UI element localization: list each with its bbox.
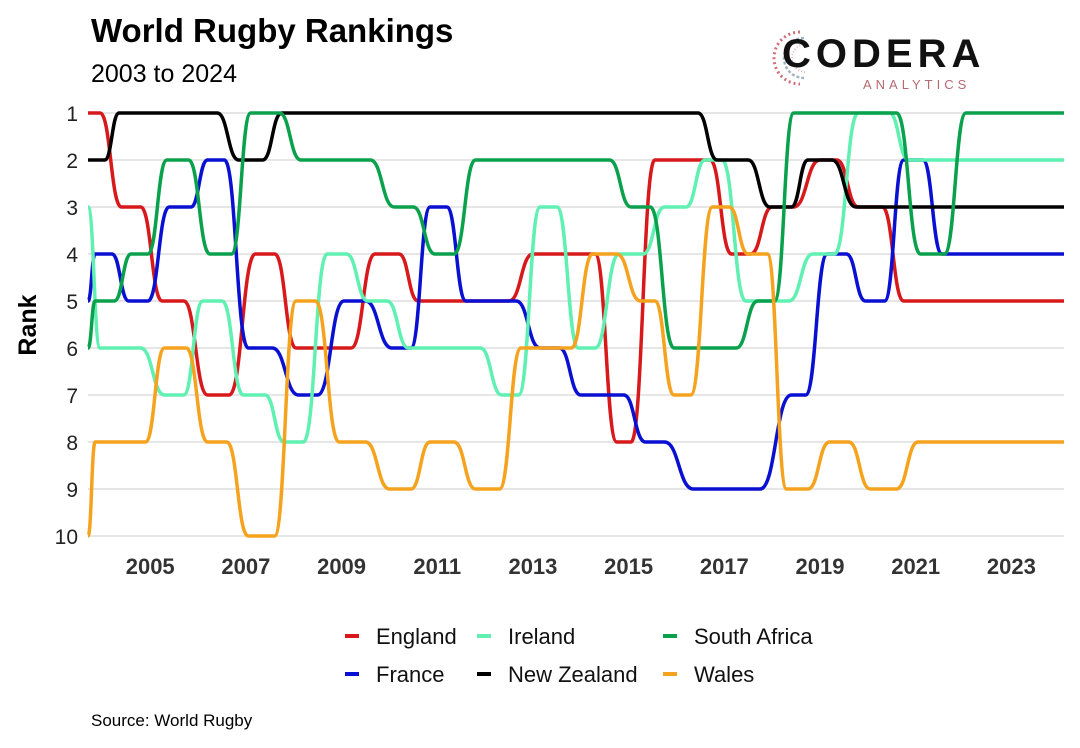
series-line-ireland	[86, 111, 1064, 444]
x-tick-labels: 2005 2007 2009 2011 2013 2015 2017 2019 2021 2023	[126, 554, 1036, 579]
x-tick-label: 2021	[891, 554, 940, 579]
legend-label: France	[376, 662, 444, 687]
y-tick-label: 7	[66, 385, 78, 408]
rankings-chart: 1 2 3 4 5 6 7 8 9 10 2005 2007 2009 2011 2013 2015 2017…	[14, 103, 1064, 687]
source-note: Source: World Rugby	[91, 711, 253, 730]
legend-label: Wales	[694, 662, 754, 687]
x-tick-label: 2011	[413, 554, 461, 579]
y-tick-labels: 1 2 3 4 5 6 7 8 9 10	[55, 103, 79, 549]
legend-label: New Zealand	[508, 662, 638, 687]
codera-logo: CODERA ANALYTICS	[760, 18, 985, 98]
logo-wordmark: CODERA	[782, 32, 986, 76]
x-tick-label: 2009	[317, 554, 366, 579]
y-tick-label: 8	[66, 432, 78, 455]
series-line-england	[88, 111, 1064, 444]
series-line-wales	[86, 205, 1064, 538]
x-tick-label: 2015	[604, 554, 653, 579]
logo-mark-icon	[772, 30, 807, 86]
chart-subtitle: 2003 to 2024	[91, 60, 237, 88]
y-tick-label: 6	[66, 338, 78, 361]
series-line-france	[86, 158, 1064, 491]
y-tick-label: 2	[66, 150, 78, 173]
y-tick-label: 5	[66, 291, 78, 314]
series-line-south-africa	[86, 111, 1064, 350]
x-tick-label: 2019	[796, 554, 845, 579]
chart-title: World Rugby Rankings	[91, 12, 454, 49]
legend-label: South Africa	[694, 624, 813, 649]
legend-label: England	[376, 624, 457, 649]
series-lines	[86, 111, 1064, 538]
legend: England France Ireland New Zealand South Afr…	[345, 624, 813, 687]
y-tick-label: 3	[66, 197, 78, 220]
y-axis-label: Rank	[14, 294, 42, 355]
y-tick-label: 1	[66, 103, 78, 126]
x-tick-label: 2005	[126, 554, 175, 579]
x-tick-label: 2007	[221, 554, 270, 579]
y-tick-label: 4	[66, 244, 78, 267]
legend-label: Ireland	[508, 624, 575, 649]
y-tick-label: 10	[55, 526, 78, 549]
x-tick-label: 2013	[508, 554, 557, 579]
series-line-new-zealand	[88, 111, 1064, 209]
x-tick-label: 2017	[700, 554, 749, 579]
y-tick-label: 9	[66, 479, 78, 502]
logo-tagline: ANALYTICS	[863, 77, 971, 92]
x-tick-label: 2023	[987, 554, 1036, 579]
